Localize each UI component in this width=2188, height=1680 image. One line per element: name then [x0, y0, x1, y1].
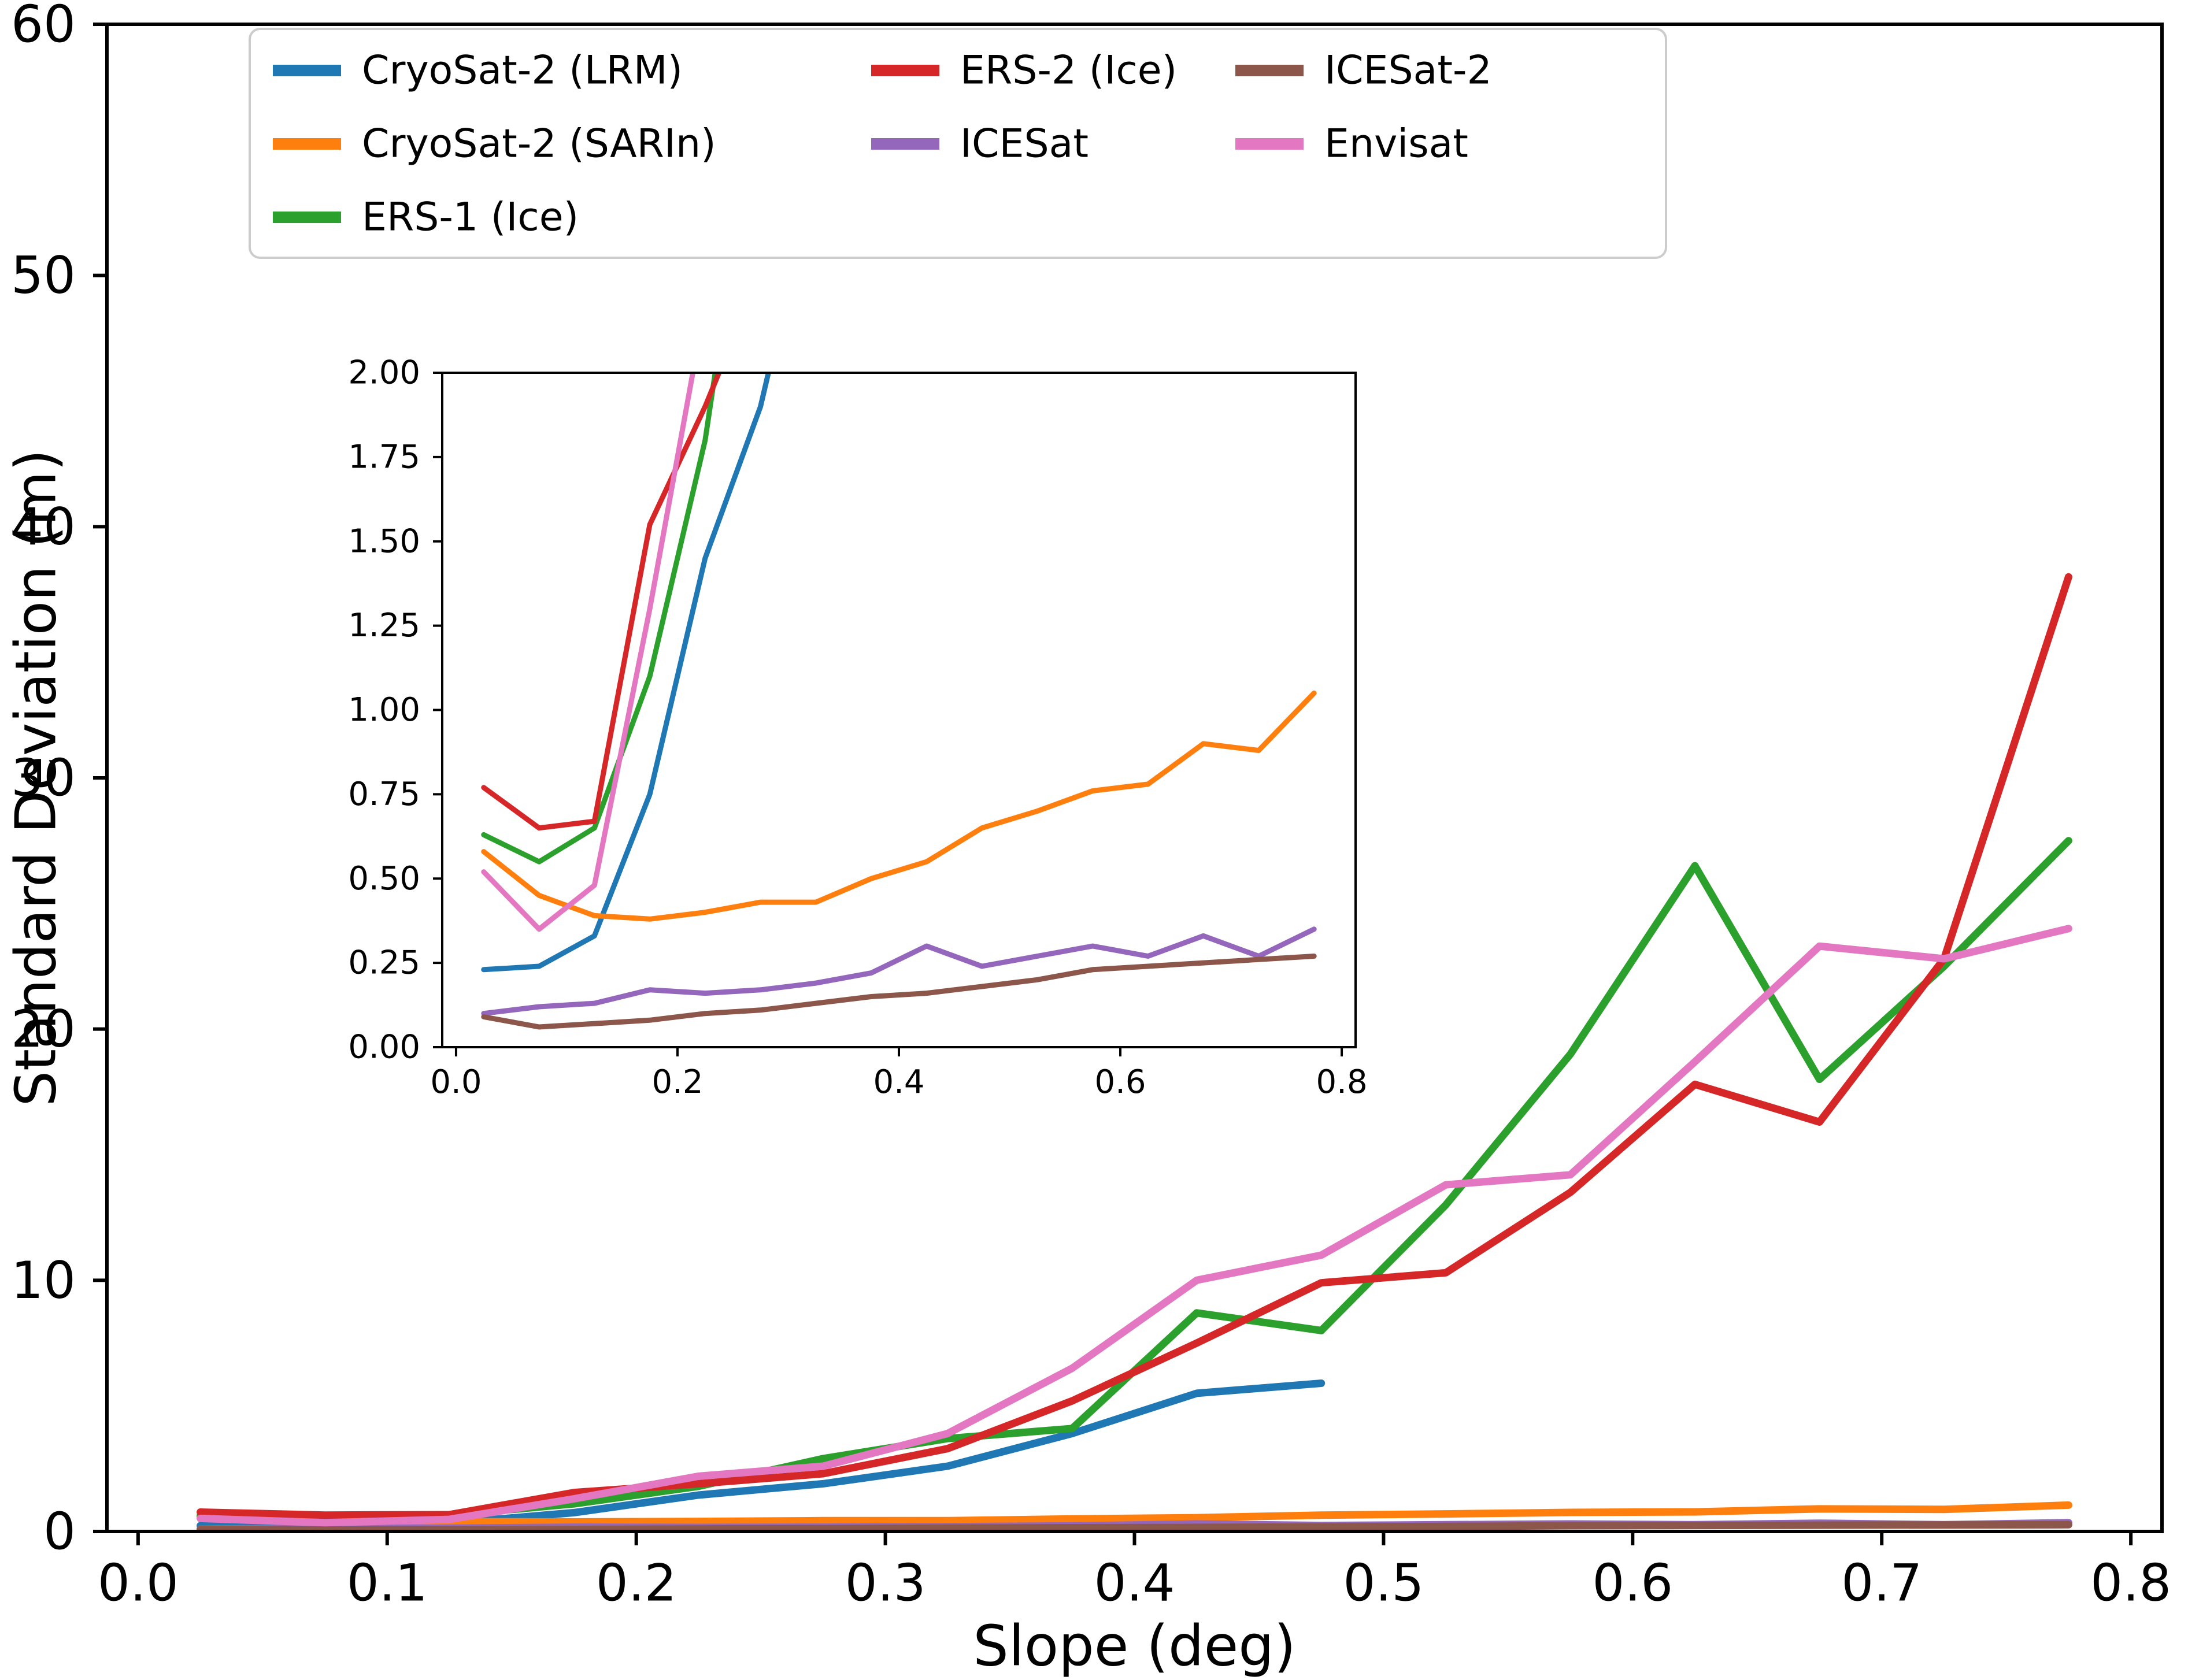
y-tick-label: 1.00	[348, 691, 420, 729]
x-tick-label: 0.3	[845, 1553, 926, 1613]
legend-label: CryoSat-2 (LRM)	[362, 48, 683, 94]
legend-item-cryosat-2-lrm: CryoSat-2 (LRM)	[273, 48, 683, 94]
y-tick-label: 1.75	[348, 438, 420, 476]
series-line-ers-2-ice-inset	[481, 373, 722, 831]
legend-item-cryosat-2-sarin: CryoSat-2 (SARIn)	[273, 121, 716, 167]
series-line-icesat-2	[197, 1520, 2072, 1531]
legend-item-icesat: ICESat	[871, 121, 1089, 167]
x-tick-label: 0.5	[1343, 1553, 1424, 1613]
x-tick-label: 0.2	[596, 1553, 677, 1613]
y-tick-label: 50	[11, 246, 76, 305]
y-tick-label: 0.25	[348, 944, 420, 982]
legend-label: ERS-2 (Ice)	[960, 48, 1177, 94]
main-axes: 0.0 0.1 0.2 0.3 0.4 0.5 0.6 0.7 0.8 0 10 20 30 40 50 60	[11, 0, 2171, 1613]
x-tick-label: 0.0	[430, 1063, 482, 1101]
legend: CryoSat-2 (LRM) CryoSat-2 (SARIn) ERS-1 (I…	[249, 28, 1667, 259]
x-tick-label: 0.6	[1592, 1553, 1673, 1613]
x-tick-label: 0.4	[873, 1063, 924, 1101]
x-tick-label: 0.0	[98, 1553, 179, 1613]
legend-item-ers-1-ice: ERS-1 (Ice)	[273, 195, 579, 240]
series-line-cryosat-2-lrm-inset	[481, 373, 771, 973]
legend-item-envisat: Envisat	[1235, 121, 1468, 167]
x-tick-label: 0.8	[1316, 1063, 1368, 1101]
x-tick-label: 0.7	[1841, 1553, 1922, 1613]
y-tick-label: 30	[11, 748, 76, 808]
legend-item-icesat-2: ICESat-2	[1235, 48, 1492, 94]
y-axis-title: Standard Deviation (m)	[3, 449, 69, 1106]
legend-label: ERS-1 (Ice)	[362, 195, 579, 240]
y-tick-label: 1.50	[348, 522, 420, 560]
series-line-cryosat-2-sarin	[197, 1501, 2072, 1526]
x-axis-title: Slope (deg)	[973, 1614, 1295, 1678]
y-tick-label: 0.50	[348, 860, 420, 898]
series-line-ers-2-ice	[197, 573, 2072, 1519]
y-tick-label: 1.25	[348, 607, 420, 644]
y-tick-label: 20	[11, 999, 76, 1059]
legend-item-ers-2-ice: ERS-2 (Ice)	[871, 48, 1177, 94]
inset-axes: 0.0 0.2 0.4 0.6 0.8 0.00 0.25 0.50 0.75 1.00 1.25 1…	[348, 354, 1368, 1101]
series-line-envisat	[197, 925, 2072, 1527]
x-tick-label: 0.6	[1094, 1063, 1146, 1101]
y-tick-label: 60	[11, 0, 76, 54]
legend-label: ICESat	[960, 121, 1089, 167]
legend-label: Envisat	[1324, 121, 1468, 167]
y-tick-label: 10	[11, 1251, 76, 1310]
series-line-envisat-inset	[481, 373, 696, 932]
series-line-icesat-2-inset	[481, 954, 1317, 1030]
y-tick-label: 0.00	[348, 1029, 420, 1066]
series-line-cryosat-2-sarin-inset	[481, 690, 1317, 922]
y-tick-label: 0.75	[348, 776, 420, 813]
x-tick-label: 0.8	[2090, 1553, 2171, 1613]
x-tick-label: 0.1	[347, 1553, 428, 1613]
series-line-cryosat-2-lrm	[197, 1379, 1326, 1530]
series-line-icesat-inset	[481, 926, 1317, 1017]
legend-label: ICESat-2	[1324, 48, 1492, 94]
y-tick-label: 0	[43, 1502, 76, 1562]
y-tick-label: 40	[11, 497, 76, 557]
x-tick-label: 0.4	[1094, 1553, 1175, 1613]
legend-box	[249, 28, 1667, 259]
legend-label: CryoSat-2 (SARIn)	[362, 121, 716, 167]
x-tick-label: 0.2	[651, 1063, 703, 1101]
y-tick-label: 2.00	[348, 354, 420, 392]
